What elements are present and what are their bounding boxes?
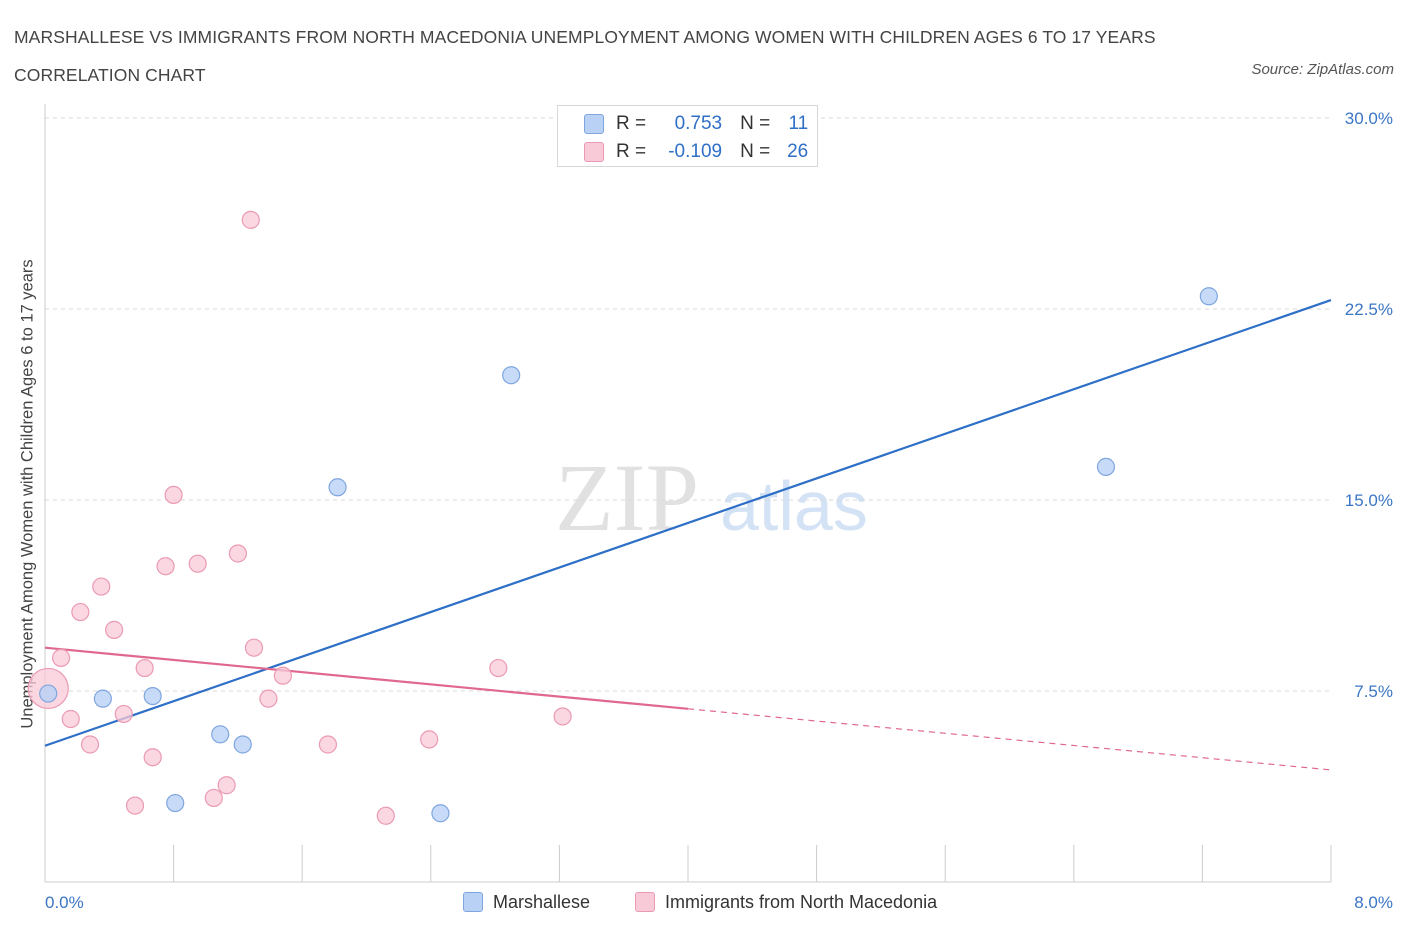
point-marshallese bbox=[233, 735, 252, 754]
point-north-macedonia bbox=[61, 709, 80, 729]
point-north-macedonia bbox=[125, 796, 145, 815]
watermark-atlas: atlas bbox=[720, 467, 868, 545]
grid-lines bbox=[45, 117, 1331, 692]
point-north-macedonia bbox=[51, 648, 71, 667]
point-north-macedonia bbox=[217, 776, 236, 795]
tick-labels: 7.5% 15.0% 22.5% 30.0% 0.0% 8.0% bbox=[45, 109, 1393, 912]
point-marshallese bbox=[166, 793, 185, 813]
point-north-macedonia bbox=[241, 210, 260, 229]
point-north-macedonia bbox=[156, 557, 175, 576]
point-marshallese bbox=[502, 366, 521, 385]
point-north-macedonia bbox=[204, 788, 223, 808]
point-north-macedonia bbox=[489, 658, 508, 678]
x-tick-label: 8.0% bbox=[1354, 893, 1393, 912]
bottom-legend-label: Immigrants from North Macedonia bbox=[665, 891, 938, 912]
chart-title: MARSHALLESE VS IMMIGRANTS FROM NORTH MAC… bbox=[14, 27, 1156, 85]
y-tick-label: 22.5% bbox=[1345, 300, 1393, 319]
point-north-macedonia bbox=[228, 544, 247, 563]
point-marshallese bbox=[1199, 287, 1218, 306]
point-north-macedonia bbox=[259, 689, 278, 708]
axes bbox=[44, 104, 1332, 883]
watermark-zip: ZIP bbox=[555, 444, 699, 551]
legend-row-marshallese: R = 0.753 N = 11 bbox=[584, 112, 808, 136]
y-tick-label: 30.0% bbox=[1345, 109, 1393, 128]
bottom-legend-label: Marshallese bbox=[493, 891, 591, 912]
legend-n-value: 11 bbox=[788, 113, 809, 134]
legend-r-value: 0.753 bbox=[674, 113, 723, 134]
point-marshallese bbox=[211, 725, 230, 744]
point-north-macedonia bbox=[244, 638, 264, 657]
legend-swatch-pink bbox=[584, 142, 604, 162]
y-tick-label: 7.5% bbox=[1354, 682, 1393, 701]
trend-lines bbox=[44, 299, 1332, 771]
trend-line-north-macedonia-dashed bbox=[687, 708, 1332, 771]
trend-line-north-macedonia bbox=[44, 646, 689, 710]
point-marshallese bbox=[93, 689, 112, 708]
legend-r-label: R = bbox=[616, 141, 647, 162]
legend-r-value: -0.109 bbox=[668, 141, 723, 162]
legend-r-label: R = bbox=[616, 113, 647, 134]
point-north-macedonia bbox=[80, 735, 100, 754]
point-marshallese bbox=[328, 478, 347, 497]
point-marshallese bbox=[431, 804, 450, 823]
point-north-macedonia bbox=[420, 730, 439, 749]
point-north-macedonia bbox=[188, 554, 207, 573]
point-north-macedonia bbox=[71, 602, 90, 622]
point-north-macedonia bbox=[92, 577, 111, 596]
legend-swatch-blue bbox=[584, 114, 604, 134]
point-marshallese bbox=[39, 684, 58, 703]
point-north-macedonia bbox=[318, 735, 338, 754]
point-north-macedonia bbox=[105, 620, 124, 639]
legend-n-label: N = bbox=[740, 113, 771, 134]
data-points bbox=[27, 210, 1218, 825]
source-note: Source: ZipAtlas.com bbox=[1251, 61, 1394, 78]
bottom-legend-swatch-blue bbox=[463, 892, 483, 912]
point-north-macedonia bbox=[114, 704, 133, 724]
point-north-macedonia bbox=[273, 666, 293, 685]
bottom-legend-marshallese: Marshallese bbox=[463, 888, 590, 916]
bottom-legend-swatch-pink bbox=[635, 892, 655, 912]
point-north-macedonia bbox=[376, 806, 395, 825]
legend-row-north-macedonia: R = -0.109 N = 26 bbox=[584, 140, 808, 164]
point-marshallese bbox=[143, 686, 162, 706]
point-north-macedonia bbox=[553, 707, 572, 726]
point-north-macedonia bbox=[164, 485, 183, 505]
point-marshallese bbox=[1096, 457, 1116, 476]
x-tick-label: 0.0% bbox=[45, 893, 84, 912]
point-north-macedonia bbox=[143, 748, 162, 767]
point-north-macedonia bbox=[135, 658, 154, 678]
y-tick-label: 15.0% bbox=[1345, 491, 1393, 510]
bottom-legend-north-macedonia: Immigrants from North Macedonia bbox=[635, 888, 937, 916]
trend-line-marshallese bbox=[44, 299, 1332, 747]
legend-n-label: N = bbox=[740, 141, 771, 162]
stats-legend: R = 0.753 N = 11 R = -0.109 N = 26 bbox=[557, 105, 818, 167]
legend-n-value: 26 bbox=[787, 141, 809, 162]
